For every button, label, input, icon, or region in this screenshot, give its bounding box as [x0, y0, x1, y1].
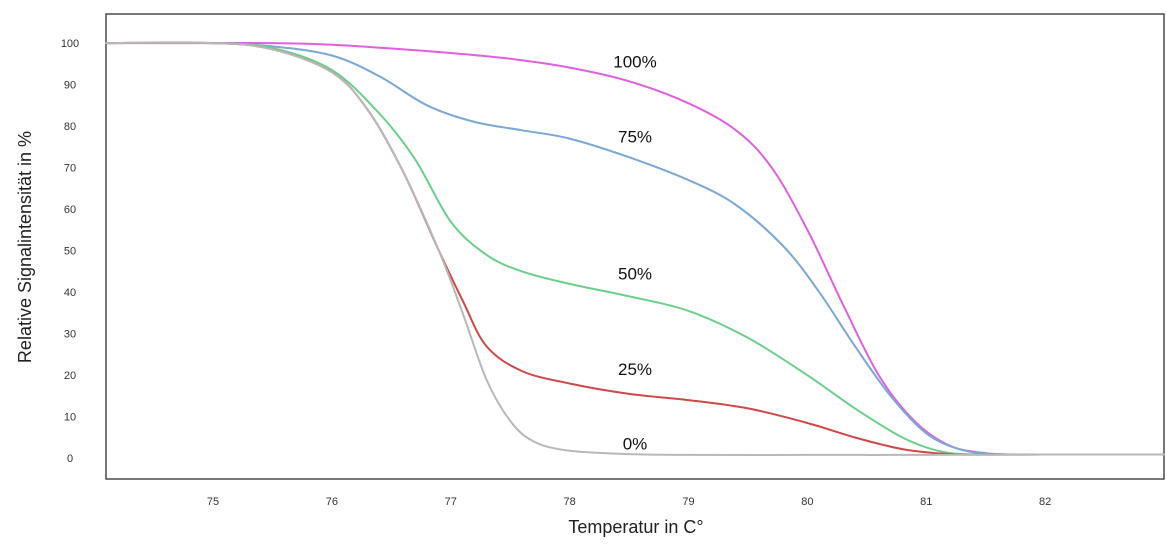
series-line-75pct: [105, 41, 1165, 456]
x-axis-title: Temperatur in C°: [568, 517, 703, 537]
series-line-25pct: [105, 41, 1165, 456]
series-label: 100%: [613, 53, 656, 72]
series-label: 0%: [623, 435, 648, 454]
series-label: 25%: [618, 360, 652, 379]
x-tick-label: 75: [207, 496, 219, 508]
series-line-50pct: [105, 41, 1165, 456]
x-tick-label: 77: [445, 496, 457, 508]
plot-frame: [105, 13, 1165, 480]
y-tick-label: 90: [64, 80, 76, 92]
x-tick-label: 82: [1039, 496, 1051, 508]
x-tick-label: 78: [563, 496, 575, 508]
x-tick-label: 79: [682, 496, 694, 508]
y-tick-label: 100: [61, 38, 79, 50]
y-tick-label: 10: [64, 412, 76, 424]
x-tick-label: 81: [920, 496, 932, 508]
series-label: 75%: [618, 127, 652, 146]
series-label: 50%: [618, 264, 652, 283]
annotation-layer: 100% 75% 50% 25% 0%: [613, 53, 656, 454]
y-tick-label: 60: [64, 204, 76, 216]
y-tick-label: 30: [64, 329, 76, 341]
series-line-100pct: [105, 41, 1165, 456]
y-tick-label: 50: [64, 246, 76, 258]
series-line-0pct: [105, 41, 1165, 456]
series-layer: [105, 41, 1165, 456]
y-tick-label: 70: [64, 163, 76, 175]
x-tick-label: 80: [801, 496, 813, 508]
y-tick-label: 0: [67, 453, 73, 465]
y-tick-label: 20: [64, 370, 76, 382]
y-tick-label: 80: [64, 121, 76, 133]
x-tick-label: 76: [326, 496, 338, 508]
y-axis-title: Relative Signalintensität in %: [15, 131, 35, 363]
axes-layer: 0 10 20 30 40 50 60 70 80 90 100 75 76 77 78 79 80 81 82: [61, 13, 1165, 508]
y-tick-label: 40: [64, 287, 76, 299]
